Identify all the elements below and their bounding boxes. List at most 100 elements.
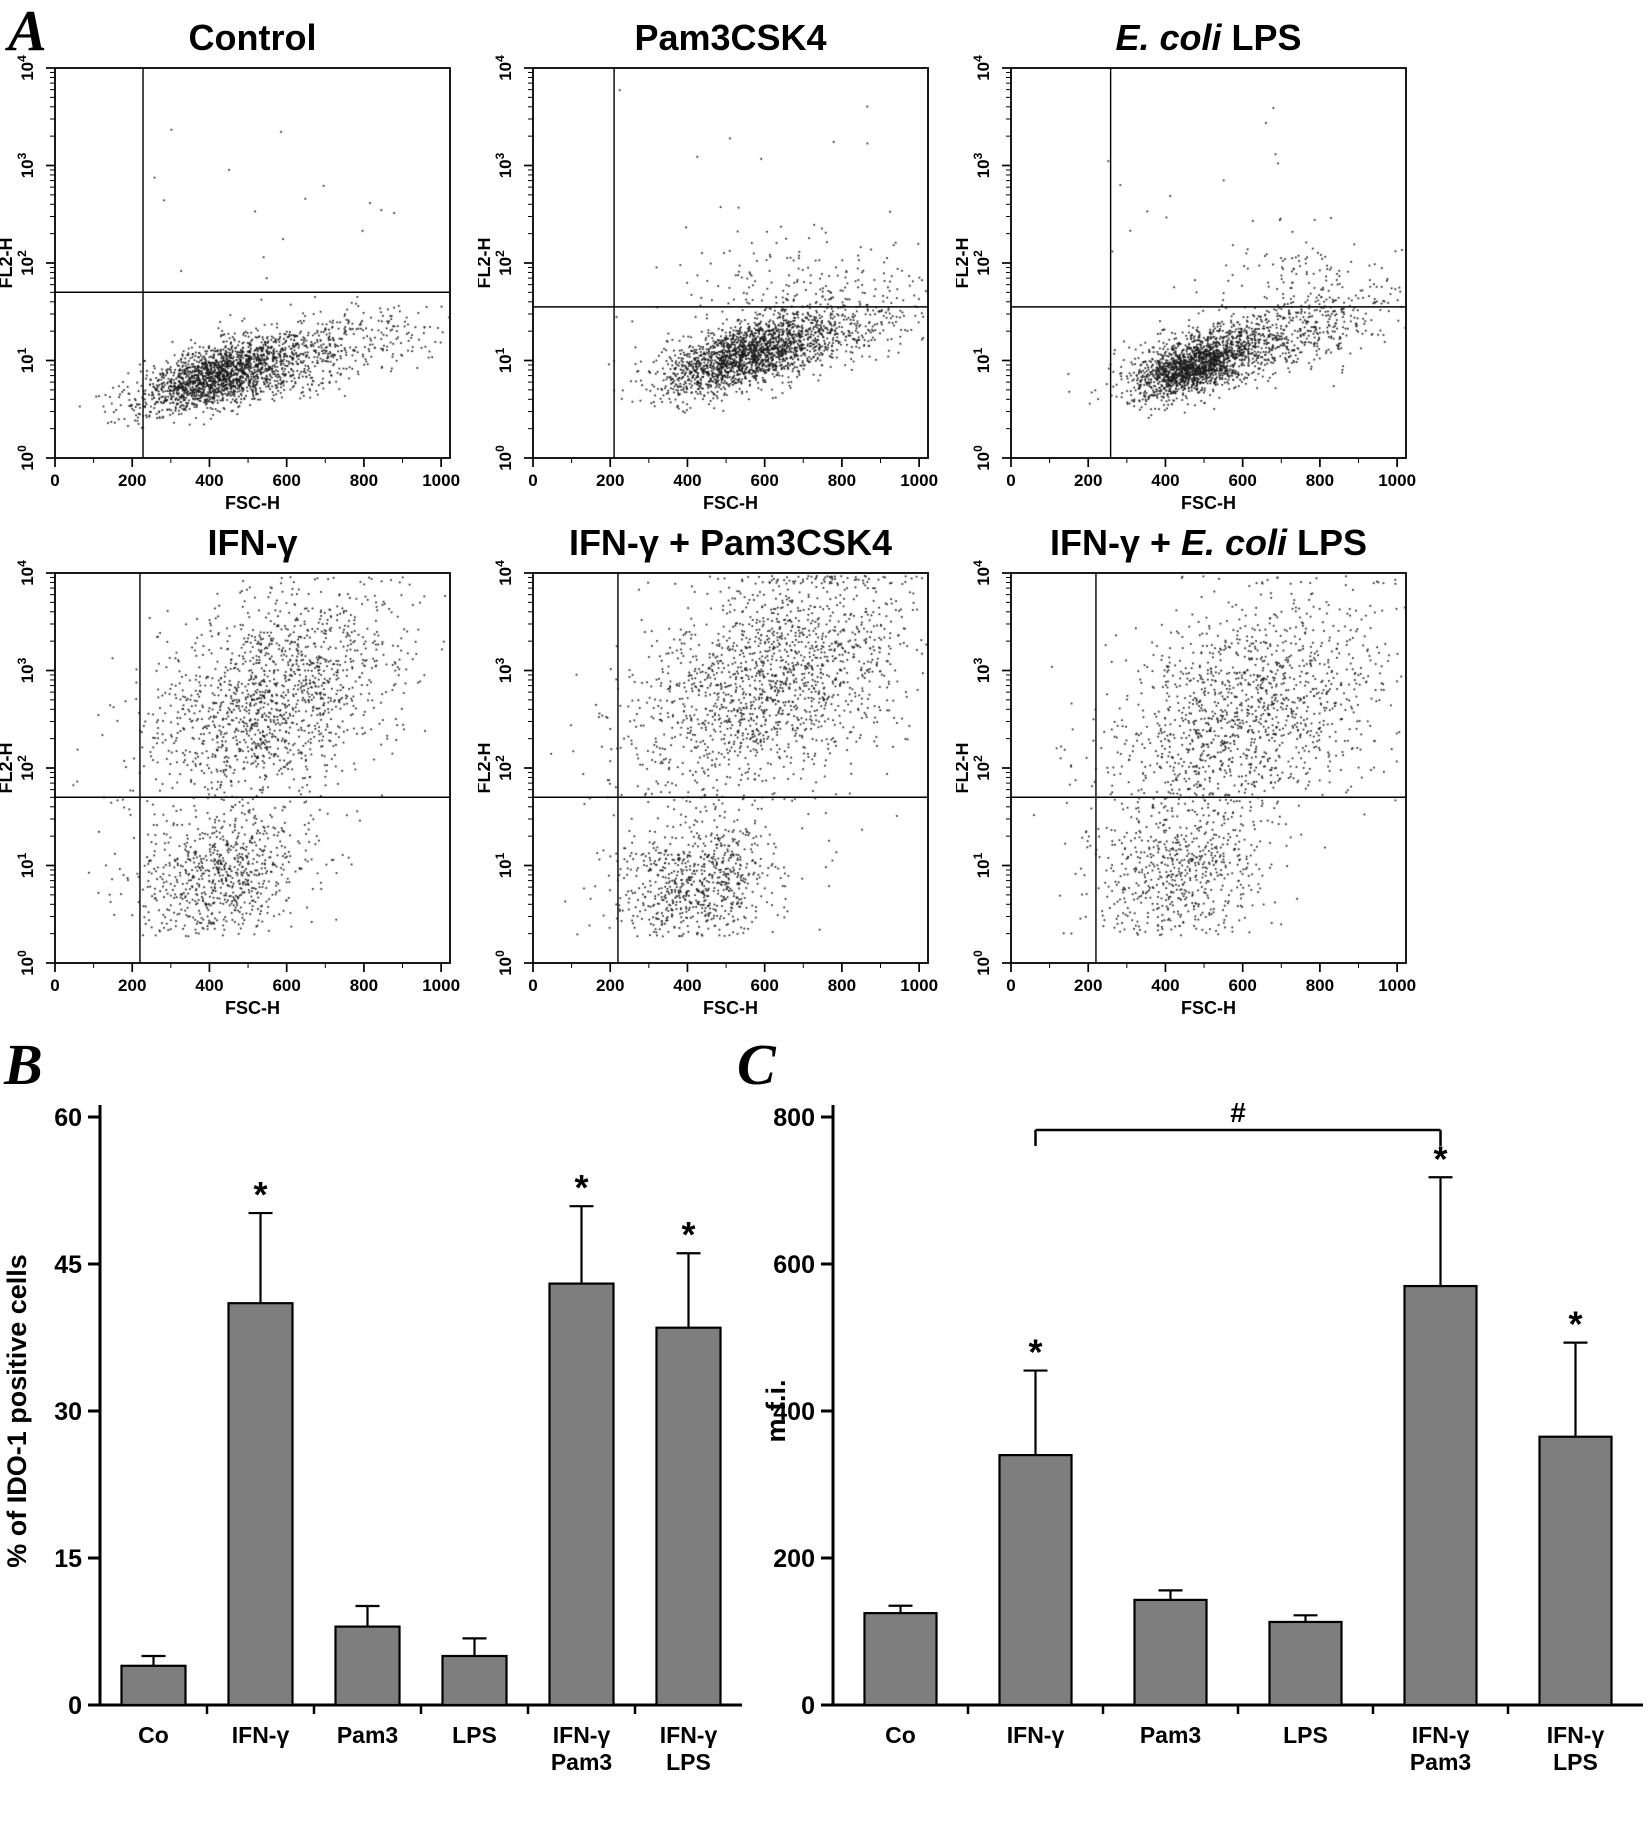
category-label: LPS [1553,1749,1598,1775]
svg-text:600: 600 [272,976,300,995]
svg-text:0: 0 [1006,471,1015,490]
bar [1133,1598,1208,1707]
svg-text:600: 600 [750,471,778,490]
svg-text:101: 101 [971,347,993,373]
flow-plot-title: IFN-γ + E. coli LPS [1050,522,1367,563]
category-label: LPS [1283,1722,1328,1748]
significance-star: * [1028,1332,1042,1373]
y-axis-label: FL2-H [956,238,972,289]
significance-star: * [1433,1138,1447,1179]
category-label: Pam3 [551,1749,612,1775]
svg-text:400: 400 [673,471,701,490]
category-label: LPS [452,1722,497,1748]
svg-text:102: 102 [971,755,993,781]
x-axis-label: FSC-H [1181,998,1236,1018]
category-label: IFN-γ [660,1722,718,1748]
svg-text:104: 104 [493,560,515,586]
svg-text:100: 100 [493,445,515,471]
svg-text:104: 104 [971,560,993,586]
flow-plot-axes: IFN-γ + Pam3CSK4 0 200 400 600 800 1000 FSC-H 10… [478,522,938,1018]
svg-text:100: 100 [15,950,37,976]
svg-text:0: 0 [50,471,59,490]
x-axis-label: FSC-H [703,998,758,1018]
svg-text:101: 101 [493,852,515,878]
svg-text:1000: 1000 [900,471,938,490]
flow-plot-control: Control 0 200 400 600 800 1000 FSC-H 100 101 102 10… [0,10,478,522]
category-label: LPS [666,1749,711,1775]
flow-plot-points [55,573,450,963]
comparison-hash: # [1230,1097,1246,1128]
significance-star: * [253,1174,267,1215]
category-label: Pam3 [1410,1749,1471,1775]
svg-text:0: 0 [528,976,537,995]
flow-plot-pam3csk4: Pam3CSK4 0 200 400 600 800 1000 FSC-H 100 101 102 1… [478,10,956,522]
flow-plot-title: Control [189,17,317,58]
svg-text:104: 104 [493,55,515,81]
svg-text:800: 800 [350,976,378,995]
bar [655,1326,722,1707]
svg-text:102: 102 [493,755,515,781]
svg-text:400: 400 [195,471,223,490]
svg-text:102: 102 [493,250,515,276]
y-axis-label: FL2-H [956,743,972,794]
svg-text:102: 102 [971,250,993,276]
category-label: IFN-γ [1007,1722,1065,1748]
bar [441,1654,508,1707]
flow-plot-points [55,68,450,458]
svg-text:103: 103 [971,152,993,178]
svg-text:400: 400 [1151,471,1179,490]
flow-plot-points [533,68,928,458]
svg-text:103: 103 [493,657,515,683]
category-label: Co [138,1722,169,1748]
svg-text:103: 103 [971,657,993,683]
svg-text:103: 103 [15,657,37,683]
category-label: Pam3 [1140,1722,1201,1748]
bar [548,1282,615,1707]
flow-plot-points [533,573,928,963]
svg-text:600: 600 [773,1251,815,1279]
bar [120,1664,187,1707]
svg-text:200: 200 [773,1545,815,1573]
bar [863,1612,938,1707]
y-axis-label: FL2-H [0,743,16,794]
significance-star: * [1568,1304,1582,1345]
svg-text:102: 102 [15,755,37,781]
svg-text:60: 60 [54,1104,82,1132]
bar [1403,1284,1478,1707]
panel-a-label: A [8,0,47,63]
svg-text:0: 0 [1006,976,1015,995]
svg-text:45: 45 [54,1251,82,1279]
significance-star: * [681,1214,695,1255]
category-label: IFN-γ [553,1722,611,1748]
x-axis-label: FSC-H [225,998,280,1018]
category-label: IFN-γ [1412,1722,1470,1748]
svg-text:1000: 1000 [1378,976,1416,995]
svg-text:400: 400 [1151,976,1179,995]
bar [1538,1435,1613,1707]
svg-text:800: 800 [1306,471,1334,490]
flow-plot-points [1011,68,1406,458]
svg-text:800: 800 [828,471,856,490]
svg-text:101: 101 [15,347,37,373]
flow-cytometry-panel: Control 0 200 400 600 800 1000 FSC-H 100 101 102 10… [0,10,1434,1027]
flow-plot-ifng-ecoli-lps: IFN-γ + E. coli LPS 0 200 400 600 800 1000 FSC-… [956,515,1434,1027]
svg-text:200: 200 [1074,976,1102,995]
svg-text:400: 400 [673,976,701,995]
svg-text:800: 800 [828,976,856,995]
svg-text:200: 200 [596,976,624,995]
flow-plot-axes: IFN-γ + E. coli LPS 0 200 400 600 800 1000 FSC-… [956,522,1416,1018]
svg-text:400: 400 [195,976,223,995]
flow-plot-title: Pam3CSK4 [634,17,826,58]
svg-text:800: 800 [773,1104,815,1132]
svg-text:600: 600 [1228,976,1256,995]
svg-text:1000: 1000 [422,976,460,995]
svg-text:200: 200 [1074,471,1102,490]
svg-text:800: 800 [1306,976,1334,995]
svg-text:1000: 1000 [1378,471,1416,490]
x-axis-label: FSC-H [703,493,758,513]
svg-text:101: 101 [493,347,515,373]
flow-plot-ecoli-lps: E. coli LPS 0 200 400 600 800 1000 FSC-H 100 101 1… [956,10,1434,522]
category-label: Pam3 [337,1722,398,1748]
